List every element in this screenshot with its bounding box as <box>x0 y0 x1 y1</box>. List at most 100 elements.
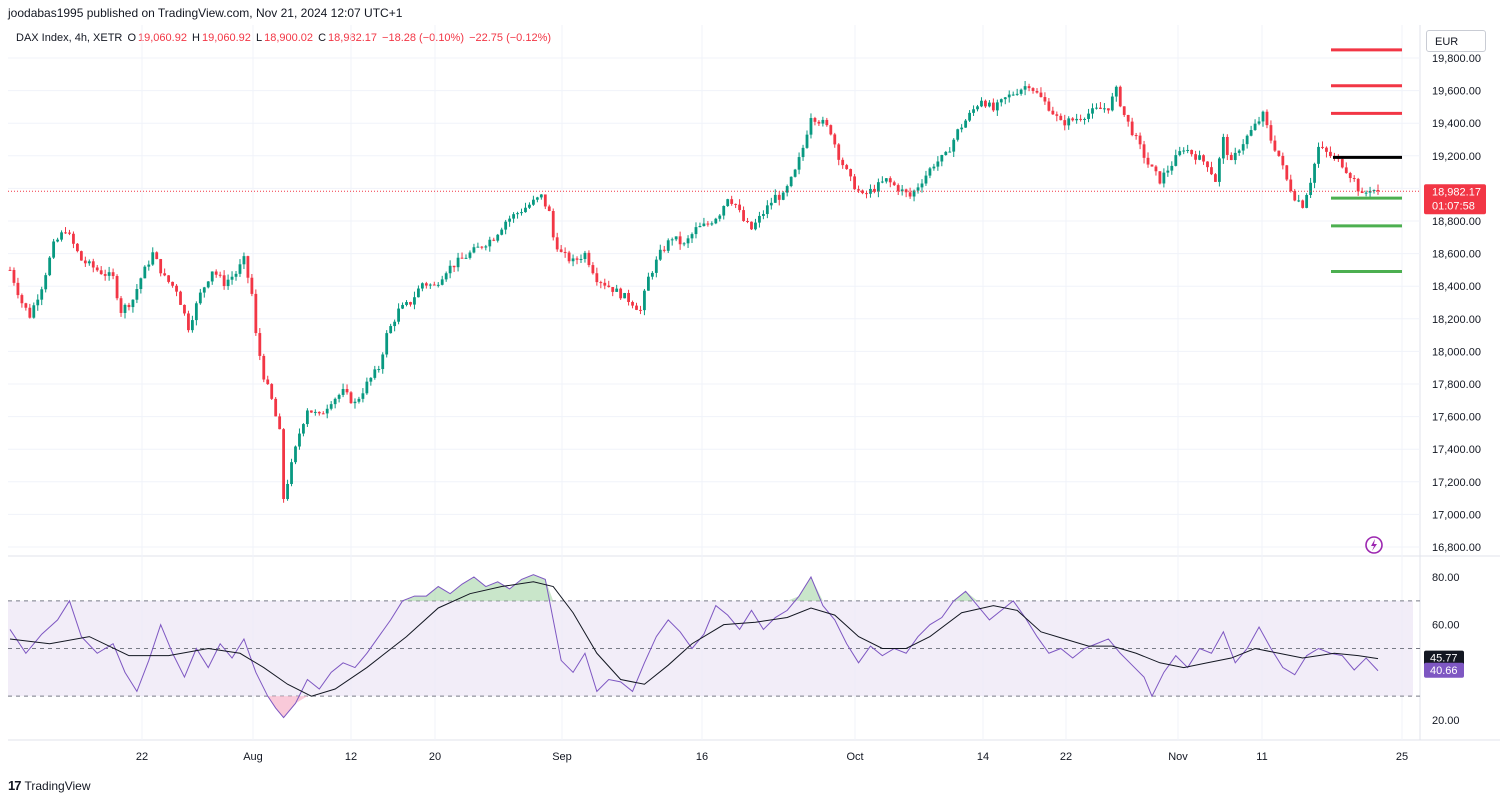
candle-body <box>900 189 904 192</box>
candle-body <box>8 269 12 271</box>
candle-body <box>444 273 448 280</box>
candle-body <box>932 166 936 169</box>
candle-body <box>690 234 694 239</box>
candle-body <box>1233 152 1237 161</box>
candle-body <box>1245 135 1249 145</box>
candle-body <box>1198 155 1201 160</box>
candle-body <box>654 259 658 273</box>
candle-body <box>226 279 230 287</box>
candle-body <box>1321 146 1324 148</box>
rsi-ma-line <box>9 581 1379 697</box>
time-tick-label: 25 <box>1396 751 1408 763</box>
candle-body <box>658 249 662 260</box>
candle-body <box>28 307 32 318</box>
candle-body <box>666 240 670 251</box>
footer-brand[interactable]: 17 TradingView <box>8 778 91 793</box>
candle-body <box>361 393 365 399</box>
candle-body <box>710 223 714 225</box>
candle-body <box>1348 173 1352 179</box>
last-price-badge-price: 18,982.17 <box>1432 186 1481 198</box>
candle-body <box>781 192 785 200</box>
candle-body <box>258 333 262 356</box>
candle-body <box>944 151 948 155</box>
candle-body <box>1182 150 1186 152</box>
time-tick-label: 16 <box>696 751 708 763</box>
lightning-icon-ring <box>1365 536 1383 554</box>
candle-body <box>1281 155 1285 166</box>
candle-body <box>246 256 250 278</box>
candle-body <box>1146 157 1150 165</box>
candle-body <box>1329 151 1332 157</box>
candle-body <box>183 304 186 314</box>
candle-body <box>1095 107 1098 109</box>
candle-body <box>1031 88 1035 92</box>
candle-body <box>373 369 377 378</box>
candle-body <box>64 232 67 234</box>
candle-body <box>1003 97 1007 100</box>
candle-body <box>139 278 143 290</box>
price-tick-label: 18,600.00 <box>1432 249 1481 261</box>
candle-body <box>472 247 476 253</box>
candle-body <box>797 157 801 170</box>
candle-body <box>924 175 928 184</box>
close-value: 18,982.17 <box>328 32 377 44</box>
candle-body <box>234 273 238 277</box>
candle-body <box>230 276 234 280</box>
candle-body <box>1241 144 1245 151</box>
candle-body <box>555 237 559 250</box>
price-tick-label: 16,800.00 <box>1432 542 1481 554</box>
candle-body <box>742 210 745 221</box>
candle-body <box>619 288 623 299</box>
price-tick-label: 17,600.00 <box>1432 412 1481 424</box>
candle-body <box>385 333 389 355</box>
candle-body <box>254 293 258 334</box>
candle-body <box>353 401 357 404</box>
candle-body <box>424 283 428 286</box>
symbol-name: DAX Index, 4h, XETR <box>16 32 123 44</box>
candle-body <box>1261 111 1265 122</box>
candle-body <box>769 202 773 206</box>
price-tick-label: 19,600.00 <box>1432 86 1481 98</box>
candle-body <box>1106 108 1110 111</box>
candle-body <box>1305 195 1309 208</box>
candle-body <box>535 197 539 200</box>
rsi-ma-badge <box>1424 650 1464 666</box>
lightning-alert-icon <box>1365 536 1383 554</box>
rsi-value-badge <box>1424 662 1464 678</box>
candle-body <box>591 265 595 274</box>
candle-body <box>1178 151 1182 156</box>
candle-body <box>940 154 944 162</box>
candle-body <box>1340 159 1344 168</box>
time-tick-label: Aug <box>243 751 263 763</box>
last-price-badge <box>1424 184 1486 215</box>
low-value: 18,900.02 <box>264 32 314 44</box>
candle-body <box>460 257 464 259</box>
candle-body <box>325 408 329 414</box>
candle-body <box>916 187 920 191</box>
candle-body <box>884 178 888 182</box>
candle-body <box>1099 107 1102 109</box>
candle-body <box>865 193 868 195</box>
candle-body <box>440 279 444 285</box>
price-tick-label: 19,800.00 <box>1432 53 1481 65</box>
candle-body <box>793 169 797 177</box>
candle-body <box>79 251 83 261</box>
candle-body <box>107 272 111 276</box>
candle-body <box>436 284 440 286</box>
candle-body <box>888 178 892 183</box>
currency-selector[interactable]: EUR <box>1426 30 1486 52</box>
candle-body <box>72 233 75 244</box>
candle-body <box>123 304 127 313</box>
candle-body <box>194 303 198 321</box>
candle-body <box>841 159 845 166</box>
candle-body <box>1067 118 1071 126</box>
candle-body <box>714 218 718 224</box>
candle-body <box>309 410 313 413</box>
candle-body <box>785 186 789 193</box>
rsi-overbought-fill <box>10 574 1378 601</box>
candle-body <box>1313 163 1316 183</box>
candle-body <box>758 215 761 223</box>
candle-body <box>175 285 178 292</box>
open-label: O <box>127 32 137 44</box>
